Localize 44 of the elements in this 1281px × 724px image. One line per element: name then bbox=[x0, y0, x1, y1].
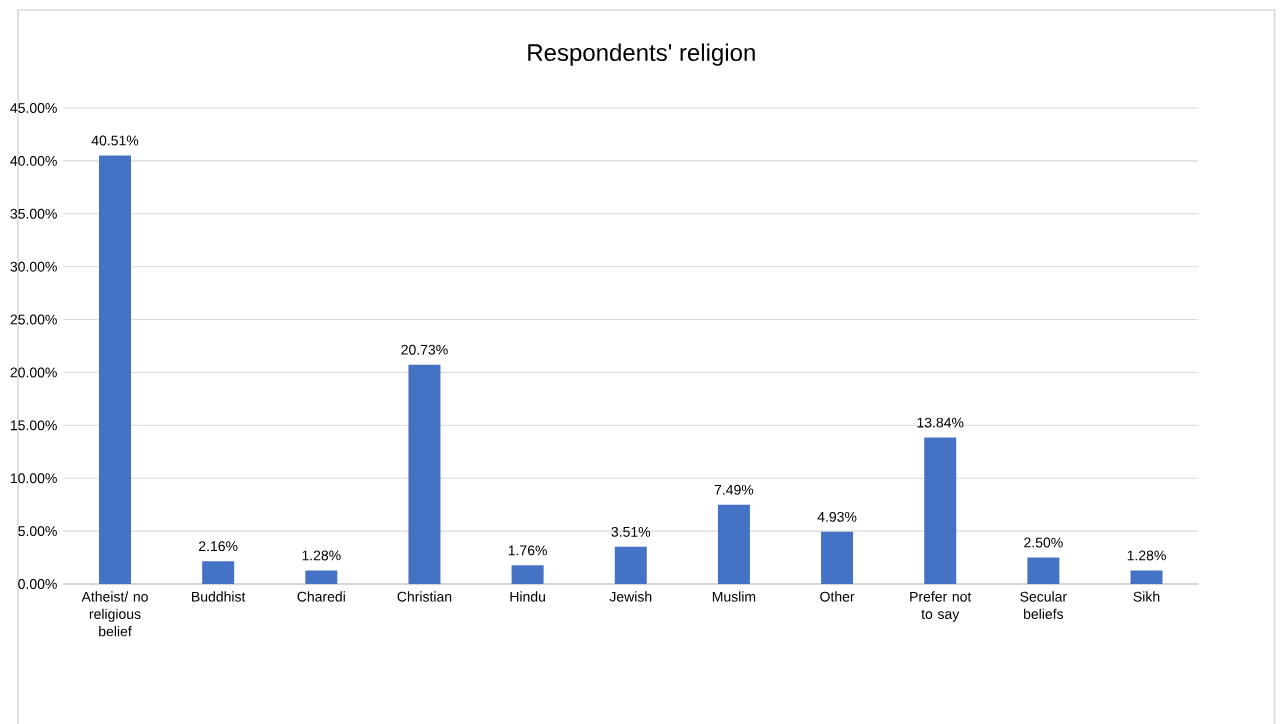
x-tick-label: Secular beliefs bbox=[1020, 591, 1067, 619]
y-tick-label: 15.00% bbox=[10, 420, 57, 431]
bar bbox=[99, 155, 132, 584]
y-tick-label: 30.00% bbox=[10, 261, 57, 272]
y-tick-label: 0.00% bbox=[18, 579, 57, 589]
x-tick-label: Atheist/ no religious belief bbox=[81, 591, 148, 637]
data-label: 7.49% bbox=[714, 484, 754, 495]
x-tick-label: Muslim bbox=[712, 591, 756, 602]
bar bbox=[305, 570, 338, 584]
data-label: 1.28% bbox=[302, 550, 341, 561]
y-tick-label: 20.00% bbox=[10, 367, 57, 378]
bar bbox=[614, 546, 647, 584]
data-label: 3.51% bbox=[611, 526, 651, 537]
x-tick-label: Hindu bbox=[510, 591, 545, 602]
y-tick-label: 45.00% bbox=[10, 103, 57, 113]
bar bbox=[821, 531, 854, 584]
x-tick-label: Christian bbox=[397, 591, 452, 602]
bar bbox=[511, 565, 544, 584]
x-tick-label: Prefer not to say bbox=[910, 591, 972, 622]
y-tick-label: 25.00% bbox=[10, 314, 57, 325]
data-label: 40.51% bbox=[91, 135, 139, 146]
x-tick-label: Buddhist bbox=[192, 591, 246, 602]
x-tick-label: Sikh bbox=[1133, 591, 1160, 602]
y-tick-label: 10.00% bbox=[10, 473, 57, 484]
x-tick-label: Jewish bbox=[609, 591, 652, 602]
data-label: 1.28% bbox=[1127, 550, 1166, 561]
bar bbox=[1130, 570, 1163, 584]
chart-title: Respondents' religion bbox=[528, 43, 755, 66]
y-tick-label: 5.00% bbox=[18, 526, 57, 537]
bar bbox=[202, 561, 235, 584]
x-tick-label: Charedi bbox=[297, 591, 345, 602]
data-label: 1.76% bbox=[508, 545, 547, 556]
y-tick-label: 40.00% bbox=[10, 155, 57, 166]
data-label: 13.84% bbox=[917, 417, 964, 428]
data-label: 4.93% bbox=[817, 511, 857, 522]
data-label: 2.16% bbox=[199, 541, 238, 552]
data-label: 2.50% bbox=[1024, 537, 1063, 548]
x-tick-label: Other bbox=[820, 591, 855, 602]
bar bbox=[717, 504, 750, 584]
bar bbox=[924, 437, 957, 584]
data-label: 20.73% bbox=[401, 344, 448, 355]
bar bbox=[1027, 557, 1060, 584]
y-tick-label: 35.00% bbox=[10, 208, 57, 219]
bar bbox=[408, 364, 441, 584]
